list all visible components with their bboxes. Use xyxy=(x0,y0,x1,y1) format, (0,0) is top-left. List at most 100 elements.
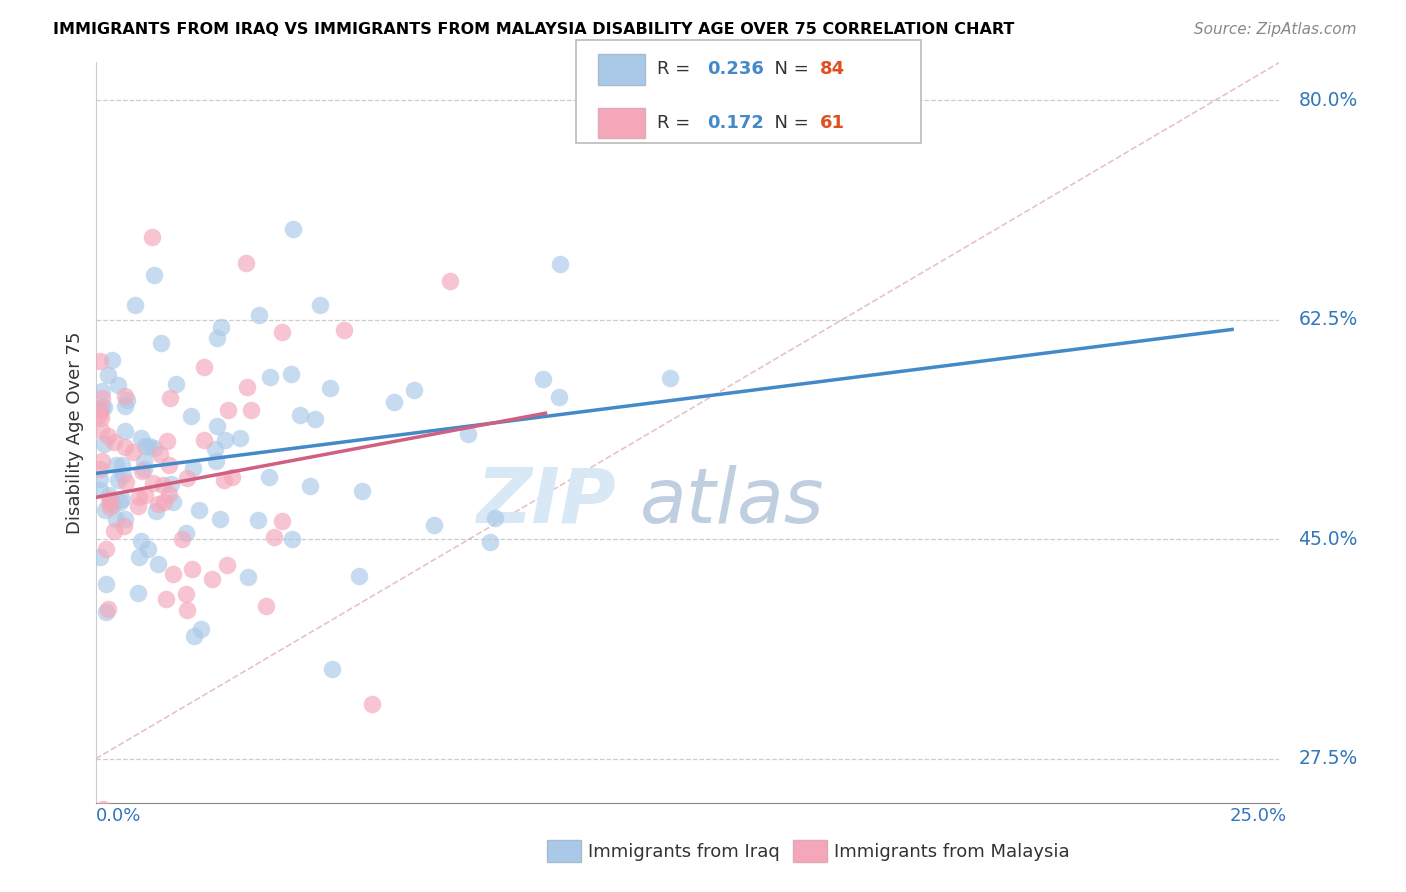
Point xyxy=(101,352,124,367)
Point xyxy=(271,514,294,528)
Point xyxy=(98,500,121,515)
Point xyxy=(283,221,305,235)
Point xyxy=(145,504,167,518)
Point xyxy=(318,381,340,395)
Point xyxy=(360,698,382,712)
Point xyxy=(190,622,212,636)
Point xyxy=(180,562,202,576)
Point xyxy=(180,409,202,424)
Point xyxy=(97,602,120,616)
Point xyxy=(157,458,180,472)
Point xyxy=(89,354,111,368)
Point xyxy=(111,491,134,506)
Point xyxy=(162,494,184,508)
Point xyxy=(143,441,166,455)
Point xyxy=(135,807,157,822)
Point xyxy=(112,518,135,533)
Point xyxy=(127,586,149,600)
Point xyxy=(141,230,163,244)
Point xyxy=(531,372,554,386)
Text: 27.5%: 27.5% xyxy=(1298,749,1358,768)
Point xyxy=(149,447,172,461)
Point xyxy=(89,550,111,565)
Point xyxy=(111,458,134,472)
Point xyxy=(114,512,136,526)
Text: 45.0%: 45.0% xyxy=(1298,530,1358,549)
Text: 80.0%: 80.0% xyxy=(1298,91,1358,110)
Point xyxy=(308,297,330,311)
Point xyxy=(134,439,156,453)
Point xyxy=(127,499,149,513)
Point xyxy=(478,534,501,549)
Point xyxy=(114,389,136,403)
Point xyxy=(93,400,115,414)
Point xyxy=(132,454,155,468)
Point xyxy=(352,483,374,498)
Point xyxy=(228,431,250,445)
Point xyxy=(422,518,444,533)
Point xyxy=(235,256,257,270)
Text: R =: R = xyxy=(657,114,696,132)
Point xyxy=(172,533,194,547)
Point xyxy=(193,433,215,447)
Point xyxy=(548,257,571,271)
Text: IMMIGRANTS FROM IRAQ VS IMMIGRANTS FROM MALAYSIA DISABILITY AGE OVER 75 CORRELAT: IMMIGRANTS FROM IRAQ VS IMMIGRANTS FROM … xyxy=(53,22,1015,37)
Text: N =: N = xyxy=(763,60,815,78)
Point xyxy=(138,439,160,453)
Point xyxy=(239,403,262,417)
Point xyxy=(188,503,211,517)
Text: ZIP: ZIP xyxy=(477,465,616,539)
Point xyxy=(134,488,156,502)
Point xyxy=(103,524,125,539)
Point xyxy=(89,483,111,498)
Point xyxy=(89,472,111,486)
Point xyxy=(89,461,111,475)
Point xyxy=(299,479,322,493)
Point xyxy=(181,460,204,475)
Point xyxy=(271,326,294,340)
Point xyxy=(114,475,136,490)
Point xyxy=(174,587,197,601)
Text: 61: 61 xyxy=(820,114,845,132)
Point xyxy=(254,599,277,613)
Point xyxy=(402,383,425,397)
Point xyxy=(208,511,231,525)
Point xyxy=(96,429,118,443)
Point xyxy=(90,391,112,405)
Point xyxy=(257,470,280,484)
Point xyxy=(201,572,224,586)
Point xyxy=(217,558,239,573)
Point xyxy=(132,462,155,476)
Text: atlas: atlas xyxy=(640,465,825,539)
Point xyxy=(157,487,180,501)
Text: 25.0%: 25.0% xyxy=(1229,807,1286,825)
Point xyxy=(97,368,120,382)
Point xyxy=(93,437,115,451)
Point xyxy=(94,605,117,619)
Text: N =: N = xyxy=(763,114,815,132)
Point xyxy=(149,336,172,351)
Point xyxy=(281,532,304,546)
Point xyxy=(148,497,170,511)
Point xyxy=(104,458,127,472)
Point xyxy=(93,503,115,517)
Point xyxy=(90,411,112,425)
Point xyxy=(90,400,112,414)
Text: R =: R = xyxy=(657,60,696,78)
Point xyxy=(152,478,174,492)
Point xyxy=(349,568,371,582)
Point xyxy=(209,319,232,334)
Point xyxy=(156,434,179,449)
Point xyxy=(114,400,136,414)
Point xyxy=(333,323,356,337)
Point xyxy=(101,497,124,511)
Point xyxy=(176,603,198,617)
Point xyxy=(124,298,146,312)
Point xyxy=(89,403,111,417)
Point xyxy=(103,434,125,449)
Point xyxy=(193,359,215,374)
Point xyxy=(96,541,118,556)
Point xyxy=(382,395,405,409)
Point xyxy=(91,801,114,815)
Point xyxy=(183,629,205,643)
